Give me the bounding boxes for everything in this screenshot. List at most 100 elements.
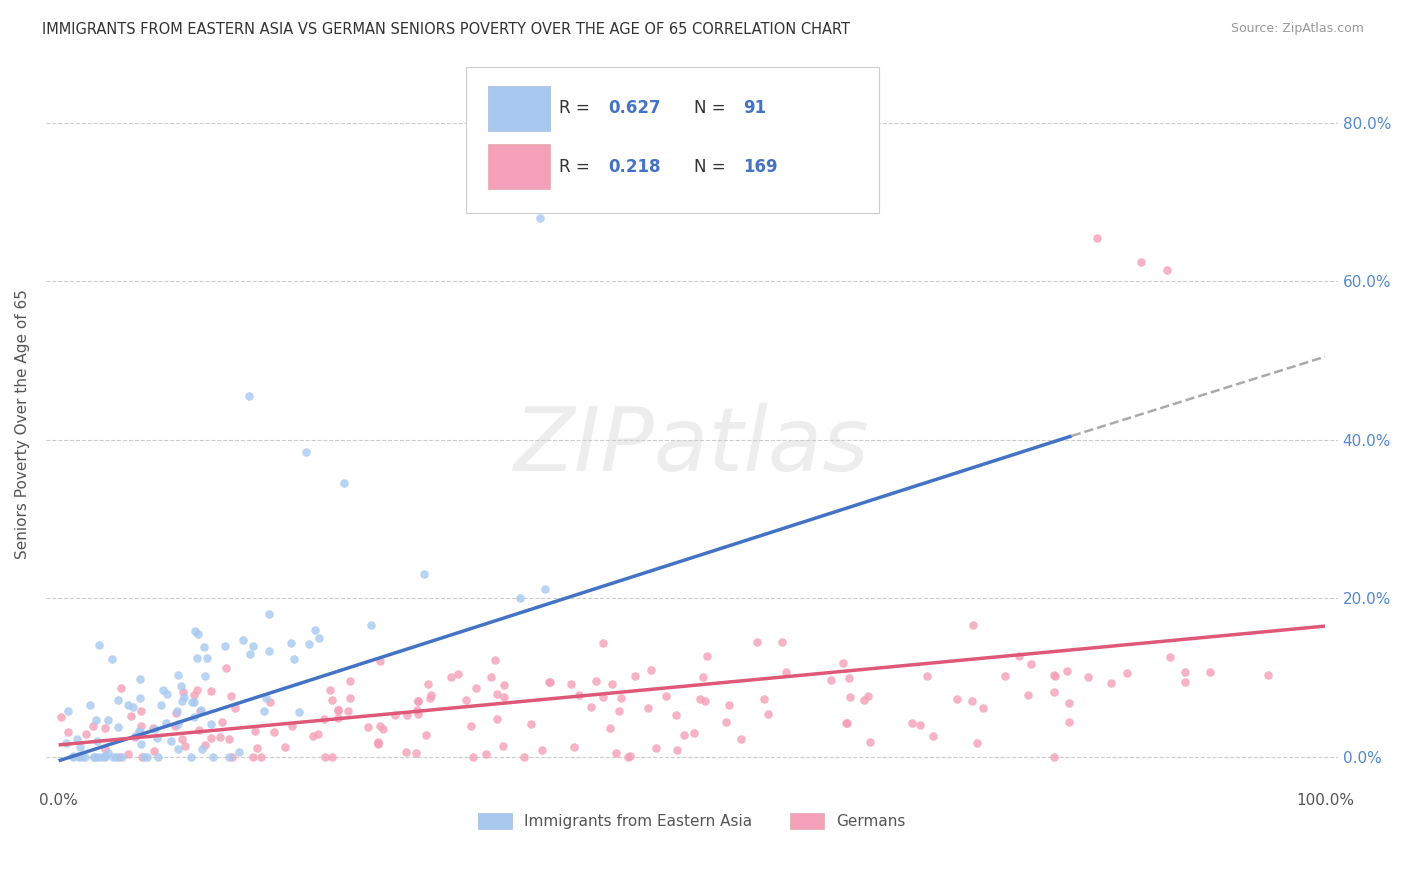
Point bbox=[367, 736, 389, 750]
Point bbox=[1085, 231, 1108, 245]
Point bbox=[1174, 675, 1197, 690]
Point bbox=[124, 729, 146, 743]
Point bbox=[107, 749, 129, 764]
Point bbox=[94, 721, 117, 735]
Point bbox=[616, 749, 638, 764]
Point bbox=[859, 735, 882, 749]
Point bbox=[110, 681, 132, 695]
Point bbox=[86, 713, 108, 727]
Point bbox=[146, 749, 169, 764]
Point bbox=[143, 744, 166, 758]
Point bbox=[131, 749, 153, 764]
Point bbox=[419, 691, 441, 706]
Point bbox=[243, 724, 266, 739]
Point bbox=[187, 627, 209, 641]
Point bbox=[396, 708, 419, 723]
Point bbox=[946, 691, 969, 706]
Point bbox=[94, 742, 117, 756]
Point bbox=[195, 651, 218, 665]
Point bbox=[832, 656, 855, 670]
Point bbox=[1043, 685, 1066, 699]
Point bbox=[56, 725, 79, 739]
Point bbox=[186, 682, 208, 697]
Point bbox=[87, 638, 110, 652]
Point bbox=[263, 725, 285, 739]
Point bbox=[440, 670, 463, 684]
Point bbox=[972, 701, 994, 715]
Point bbox=[257, 607, 280, 621]
Point bbox=[689, 691, 711, 706]
Point bbox=[745, 635, 768, 649]
Point bbox=[637, 700, 659, 714]
Point bbox=[183, 710, 205, 724]
Point bbox=[97, 746, 120, 760]
Point bbox=[568, 688, 591, 702]
Point bbox=[1077, 670, 1099, 684]
Point bbox=[181, 695, 204, 709]
Point bbox=[211, 714, 233, 729]
Point bbox=[75, 726, 97, 740]
Point bbox=[215, 661, 238, 675]
Point bbox=[239, 647, 262, 661]
Point bbox=[717, 698, 740, 712]
Point bbox=[170, 679, 193, 693]
Text: R =: R = bbox=[558, 158, 595, 176]
Point bbox=[475, 747, 498, 761]
Point bbox=[186, 651, 208, 665]
Point bbox=[319, 682, 342, 697]
Point bbox=[1116, 665, 1139, 680]
Point bbox=[714, 714, 737, 729]
Point bbox=[224, 701, 246, 715]
Point bbox=[101, 652, 124, 666]
Point bbox=[156, 687, 179, 701]
Point bbox=[585, 673, 607, 688]
Point bbox=[155, 716, 177, 731]
Point bbox=[117, 698, 139, 712]
Point bbox=[752, 691, 775, 706]
Point bbox=[124, 731, 146, 745]
Point bbox=[531, 743, 554, 757]
Point bbox=[607, 704, 630, 718]
Point bbox=[730, 731, 752, 746]
Point bbox=[486, 712, 509, 726]
Point bbox=[149, 698, 172, 712]
Point bbox=[460, 719, 482, 733]
Point bbox=[465, 681, 488, 695]
Point bbox=[66, 748, 89, 763]
Point bbox=[605, 746, 627, 760]
Point bbox=[1198, 665, 1220, 679]
Point bbox=[257, 643, 280, 657]
FancyBboxPatch shape bbox=[488, 86, 550, 131]
Point bbox=[166, 667, 188, 681]
Point bbox=[128, 724, 150, 739]
Point bbox=[838, 672, 860, 686]
Point bbox=[1042, 668, 1064, 682]
Point bbox=[1257, 667, 1279, 681]
Point bbox=[246, 740, 269, 755]
Point bbox=[1019, 657, 1042, 671]
Point bbox=[117, 747, 139, 761]
Point bbox=[314, 749, 336, 764]
Point bbox=[640, 663, 662, 677]
Point bbox=[494, 690, 516, 704]
Point bbox=[129, 690, 152, 705]
Point bbox=[406, 703, 429, 717]
Legend: Immigrants from Eastern Asia, Germans: Immigrants from Eastern Asia, Germans bbox=[472, 806, 911, 836]
Point bbox=[254, 690, 277, 705]
Point bbox=[145, 722, 167, 736]
Point bbox=[170, 693, 193, 707]
Point bbox=[529, 211, 551, 225]
Point bbox=[560, 677, 582, 691]
Point bbox=[214, 639, 236, 653]
Point bbox=[298, 636, 321, 650]
Point bbox=[484, 653, 506, 667]
Point bbox=[172, 685, 194, 699]
Point bbox=[406, 694, 429, 708]
Text: IMMIGRANTS FROM EASTERN ASIA VS GERMAN SENIORS POVERTY OVER THE AGE OF 65 CORREL: IMMIGRANTS FROM EASTERN ASIA VS GERMAN S… bbox=[42, 22, 851, 37]
Point bbox=[93, 749, 115, 764]
Point bbox=[62, 749, 84, 764]
Point bbox=[83, 749, 105, 764]
Point bbox=[129, 738, 152, 752]
Point bbox=[321, 749, 343, 764]
Point bbox=[921, 729, 943, 743]
